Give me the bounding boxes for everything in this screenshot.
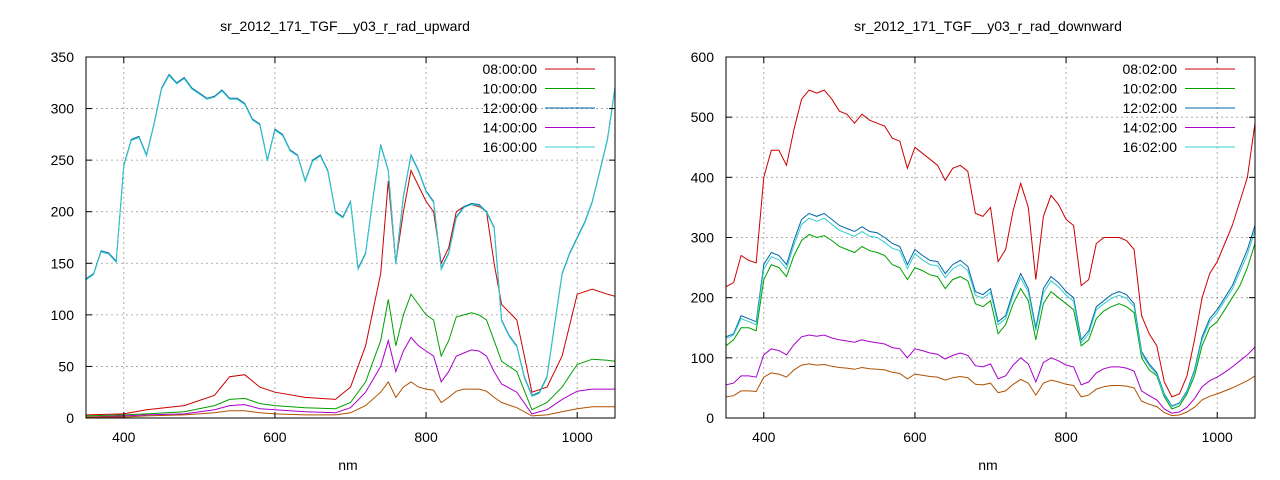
series-line-1 xyxy=(726,233,1255,410)
series-lines xyxy=(86,73,615,418)
series-line-3 xyxy=(726,334,1255,414)
x-tick-label: 400 xyxy=(112,429,136,445)
series-line-1 xyxy=(86,293,615,417)
y-tick-label: 400 xyxy=(691,169,715,185)
chart-title: sr_2012_171_TGF__y03_r_rad_upward xyxy=(220,18,470,34)
series-line-0 xyxy=(86,168,615,416)
legend-label: 16:00:00 xyxy=(483,139,538,155)
downward-radiance-chart: sr_2012_171_TGF__y03_r_rad_downward 400 6… xyxy=(691,18,1256,473)
chart-title: sr_2012_171_TGF__y03_r_rad_downward xyxy=(854,18,1122,34)
y-tick-label: 0 xyxy=(706,410,714,426)
series-line-2 xyxy=(726,212,1255,407)
series-lines xyxy=(726,89,1255,417)
x-axis-label: nm xyxy=(978,457,997,473)
tick-marks xyxy=(86,56,615,419)
tick-labels: 400 600 800 1000 0 50 100 150 200 250 300 350 xyxy=(51,49,593,445)
x-axis-label: nm xyxy=(338,457,357,473)
series-line-4 xyxy=(726,217,1255,408)
legend-label: 08:02:00 xyxy=(1123,61,1178,77)
legend: 08:02:00 10:02:00 12:02:00 14:02:00 16:02:00 xyxy=(1123,61,1235,155)
legend-label: 10:00:00 xyxy=(483,81,538,97)
y-tick-label: 350 xyxy=(51,49,75,65)
x-tick-label: 800 xyxy=(1054,429,1078,445)
legend-label: 12:00:00 xyxy=(483,100,538,116)
series-line-0 xyxy=(726,89,1255,398)
y-tick-label: 600 xyxy=(691,49,715,65)
series-line-3 xyxy=(86,336,615,418)
series-line-4 xyxy=(86,74,615,397)
x-tick-label: 1000 xyxy=(562,429,593,445)
legend-label: 10:02:00 xyxy=(1123,81,1178,97)
y-tick-label: 0 xyxy=(66,410,74,426)
y-tick-label: 500 xyxy=(691,109,715,125)
grid xyxy=(726,57,1255,418)
legend-label: 16:02:00 xyxy=(1123,139,1178,155)
legend-label: 12:02:00 xyxy=(1123,100,1178,116)
y-tick-label: 300 xyxy=(691,230,715,246)
x-tick-label: 600 xyxy=(903,429,927,445)
y-tick-label: 50 xyxy=(58,358,74,374)
y-tick-label: 100 xyxy=(51,307,75,323)
tick-labels: 400 600 800 1000 0 100 200 300 400 500 600 xyxy=(691,49,1233,445)
y-tick-label: 200 xyxy=(51,204,75,220)
x-tick-label: 600 xyxy=(263,429,287,445)
legend: 08:00:00 10:00:00 12:00:00 14:00:00 16:00:00 xyxy=(483,61,595,155)
legend-label: 08:00:00 xyxy=(483,61,538,77)
plot-frame xyxy=(85,56,616,419)
x-tick-label: 800 xyxy=(414,429,438,445)
series-line-5 xyxy=(726,363,1255,417)
y-tick-label: 150 xyxy=(51,255,75,271)
x-tick-label: 400 xyxy=(752,429,776,445)
x-tick-label: 1000 xyxy=(1202,429,1233,445)
series-line-5 xyxy=(86,380,615,418)
y-tick-label: 100 xyxy=(691,350,715,366)
legend-label: 14:00:00 xyxy=(483,120,538,136)
y-tick-label: 250 xyxy=(51,152,75,168)
y-tick-label: 300 xyxy=(51,101,75,117)
y-tick-label: 200 xyxy=(691,290,715,306)
legend-label: 14:02:00 xyxy=(1123,120,1178,136)
tick-marks xyxy=(726,56,1255,419)
upward-radiance-chart: sr_2012_171_TGF__y03_r_rad_upward 400 600… xyxy=(51,18,616,473)
